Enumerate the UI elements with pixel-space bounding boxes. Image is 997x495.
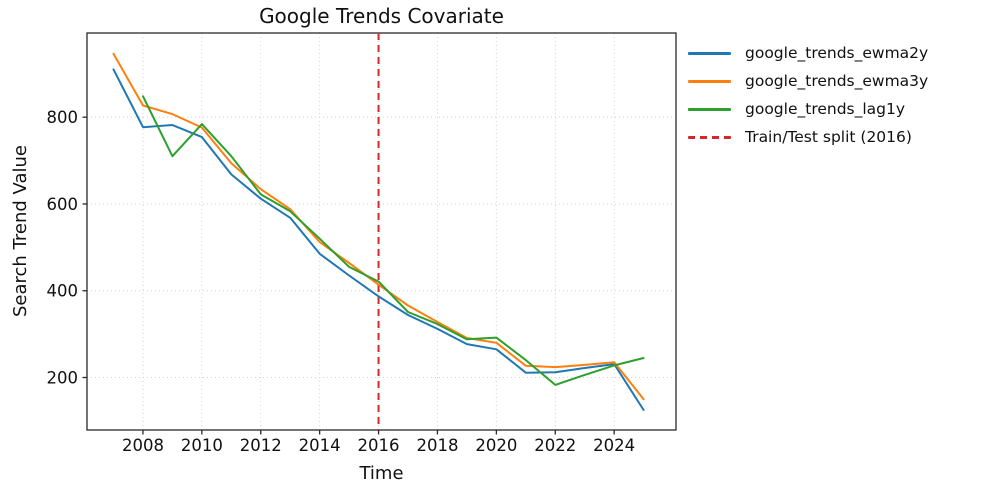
chart-title: Google Trends Covariate — [259, 4, 504, 28]
y-tick-label: 200 — [47, 369, 79, 388]
x-axis-label: Time — [359, 463, 404, 484]
x-tick-label: 2020 — [475, 436, 517, 455]
legend-label: google_trends_ewma3y — [745, 72, 929, 90]
y-tick-label: 400 — [47, 282, 79, 301]
axes-frame — [86, 32, 677, 431]
x-tick-label: 2012 — [240, 436, 282, 455]
legend-item-ewma3y: google_trends_ewma3y — [688, 67, 928, 95]
legend: google_trends_ewma2y google_trends_ewma3… — [688, 39, 928, 151]
series-line-google_trends_lag1y — [142, 95, 645, 386]
legend-label: google_trends_ewma2y — [745, 44, 929, 62]
legend-item-train-test-split: Train/Test split (2016) — [688, 123, 928, 151]
legend-item-lag1y: google_trends_lag1y — [688, 95, 928, 123]
series-line-google_trends_ewma2y — [112, 68, 645, 411]
x-tick-label: 2016 — [358, 436, 400, 455]
x-tick-label: 2010 — [181, 436, 223, 455]
legend-label: Train/Test split (2016) — [745, 128, 912, 146]
x-tick-label: 2022 — [534, 436, 576, 455]
x-tick-label: 2018 — [416, 436, 458, 455]
y-tick-label: 800 — [47, 108, 79, 127]
legend-line-sample-icon — [688, 51, 731, 55]
x-tick-label: 2024 — [593, 436, 635, 455]
legend-label: google_trends_lag1y — [745, 100, 906, 118]
x-tick-label: 2014 — [299, 436, 341, 455]
series-line-google_trends_ewma3y — [112, 52, 645, 401]
legend-dashed-line-sample-icon — [688, 135, 731, 139]
legend-line-sample-icon — [688, 79, 731, 83]
y-tick-label: 600 — [47, 195, 79, 214]
legend-item-ewma2y: google_trends_ewma2y — [688, 39, 928, 67]
x-tick-label: 2008 — [122, 436, 164, 455]
legend-line-sample-icon — [688, 107, 731, 111]
